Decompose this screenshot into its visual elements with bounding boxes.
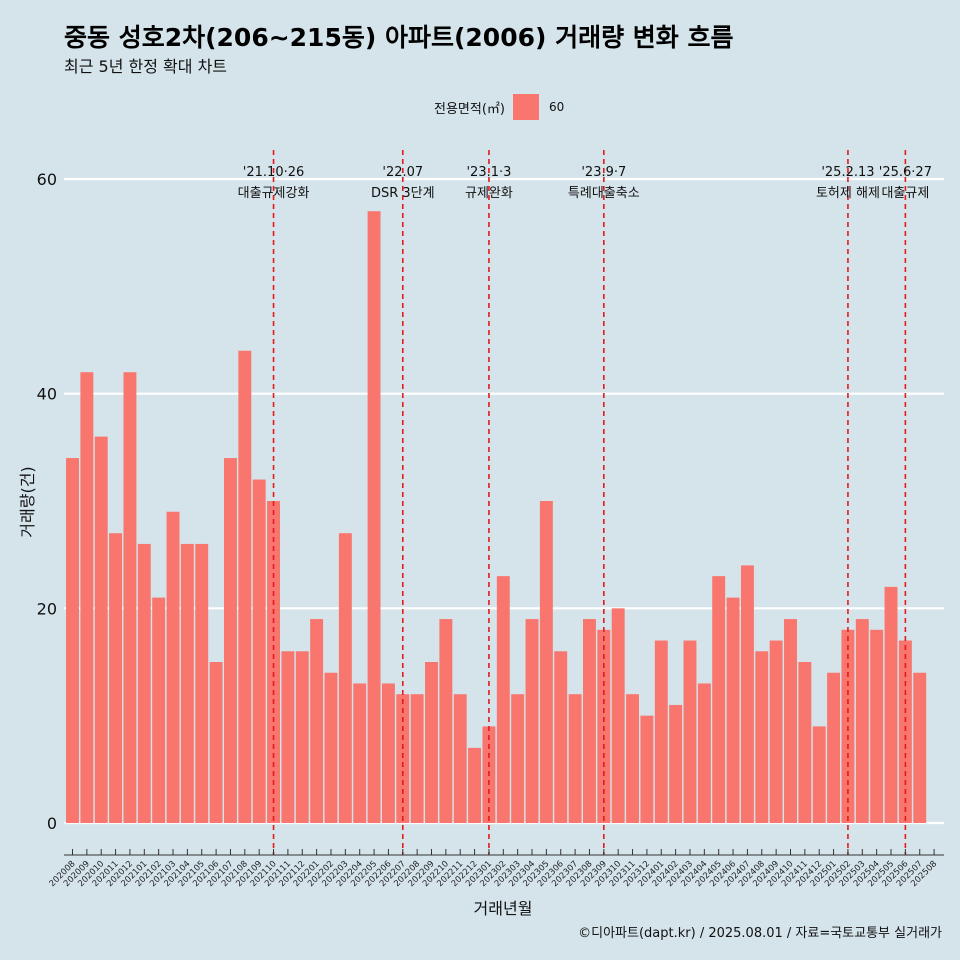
- bar: [209, 662, 223, 823]
- bar: [496, 576, 510, 823]
- bar: [137, 543, 151, 823]
- bar: [669, 704, 683, 823]
- bar: [381, 683, 395, 823]
- bar: [870, 629, 884, 823]
- bar: [396, 694, 410, 823]
- bar: [740, 565, 754, 823]
- y-tick-label: 0: [47, 814, 57, 833]
- x-axis-label: 거래년월: [474, 899, 533, 918]
- bar: [410, 694, 424, 823]
- y-ticks: 0 20 40 60: [37, 170, 57, 833]
- bar: [180, 543, 194, 823]
- bar: [166, 511, 180, 823]
- bar: [439, 619, 453, 823]
- y-axis-label: 거래량(건): [18, 466, 37, 537]
- y-tick-label: 60: [37, 170, 57, 189]
- bar: [554, 651, 568, 823]
- bar: [324, 672, 338, 823]
- bars: [66, 211, 927, 823]
- bar: [109, 533, 123, 823]
- bar: [152, 597, 166, 823]
- bar: [812, 726, 826, 823]
- bar: [80, 372, 94, 823]
- bar: [281, 651, 295, 823]
- bar: [425, 662, 438, 823]
- chart-subtitle: 최근 5년 한정 확대 차트: [64, 57, 228, 76]
- bar: [827, 672, 841, 823]
- legend-label: 60: [548, 100, 565, 114]
- bar: [267, 501, 281, 823]
- bar: [640, 715, 654, 823]
- bar: [94, 436, 108, 823]
- bar: [712, 576, 726, 823]
- event-lines: '21.10·26 대출규제강화 '22.07 DSR 3단계 '23.1·3 규제완화 '…: [238, 150, 932, 855]
- bar: [697, 683, 711, 823]
- bar: [338, 533, 352, 823]
- bar: [798, 662, 812, 823]
- bar: [913, 672, 927, 823]
- bar: [511, 694, 525, 823]
- bar: [353, 683, 367, 823]
- chart-title: 중동 성호2차(206~215동) 아파트(2006) 거래량 변화 흐름: [64, 23, 734, 52]
- bar: [568, 694, 582, 823]
- bar: [855, 619, 869, 823]
- bar: [626, 694, 640, 823]
- event-text-label: DSR 3단계: [371, 186, 435, 201]
- event-date-label: '23.1·3: [466, 165, 511, 180]
- bar: [755, 651, 769, 823]
- y-tick-label: 20: [37, 599, 57, 618]
- bar: [769, 640, 783, 823]
- bar: [295, 651, 309, 823]
- bar: [611, 608, 625, 823]
- event-text-label: 특례대출축소: [568, 186, 640, 201]
- event-date-label: '21.10·26: [243, 165, 304, 180]
- event-text-label: 대출규제강화: [238, 186, 310, 201]
- caption: ©디아파트(dapt.kr) / 2025.08.01 / 자료=국토교통부 실…: [578, 926, 942, 941]
- bar: [195, 543, 209, 823]
- legend-title: 전용면적(㎡): [434, 101, 505, 117]
- event-date-label: '25.6·27: [879, 165, 932, 180]
- event-text-label: 대출규제: [881, 186, 929, 201]
- legend: 전용면적(㎡) 60: [434, 94, 564, 120]
- bar: [238, 350, 252, 823]
- bar: [310, 619, 324, 823]
- bar: [252, 479, 266, 823]
- bar: [654, 640, 668, 823]
- legend-swatch: [512, 94, 539, 120]
- bar: [468, 747, 482, 823]
- bar: [525, 619, 539, 823]
- event-text-label: 규제완화: [465, 186, 513, 201]
- bar: [367, 211, 381, 823]
- bar: [884, 586, 898, 823]
- event-date-label: '23.9·7: [581, 165, 626, 180]
- bar: [784, 619, 797, 823]
- event-text-label: 토허제 해제: [816, 186, 880, 201]
- bar: [223, 458, 237, 823]
- bar: [66, 458, 79, 823]
- bar: [582, 619, 596, 823]
- bar: [123, 372, 137, 823]
- bar: [539, 501, 553, 823]
- bar: [898, 640, 912, 823]
- event-date-label: '25.2.13: [821, 165, 874, 180]
- bar: [453, 694, 467, 823]
- bar: [683, 640, 697, 823]
- event-date-label: '22.07: [382, 165, 423, 180]
- bar: [726, 597, 740, 823]
- x-ticks: 2020082020092020102020112020122021012021…: [48, 849, 944, 889]
- y-tick-label: 40: [37, 385, 57, 404]
